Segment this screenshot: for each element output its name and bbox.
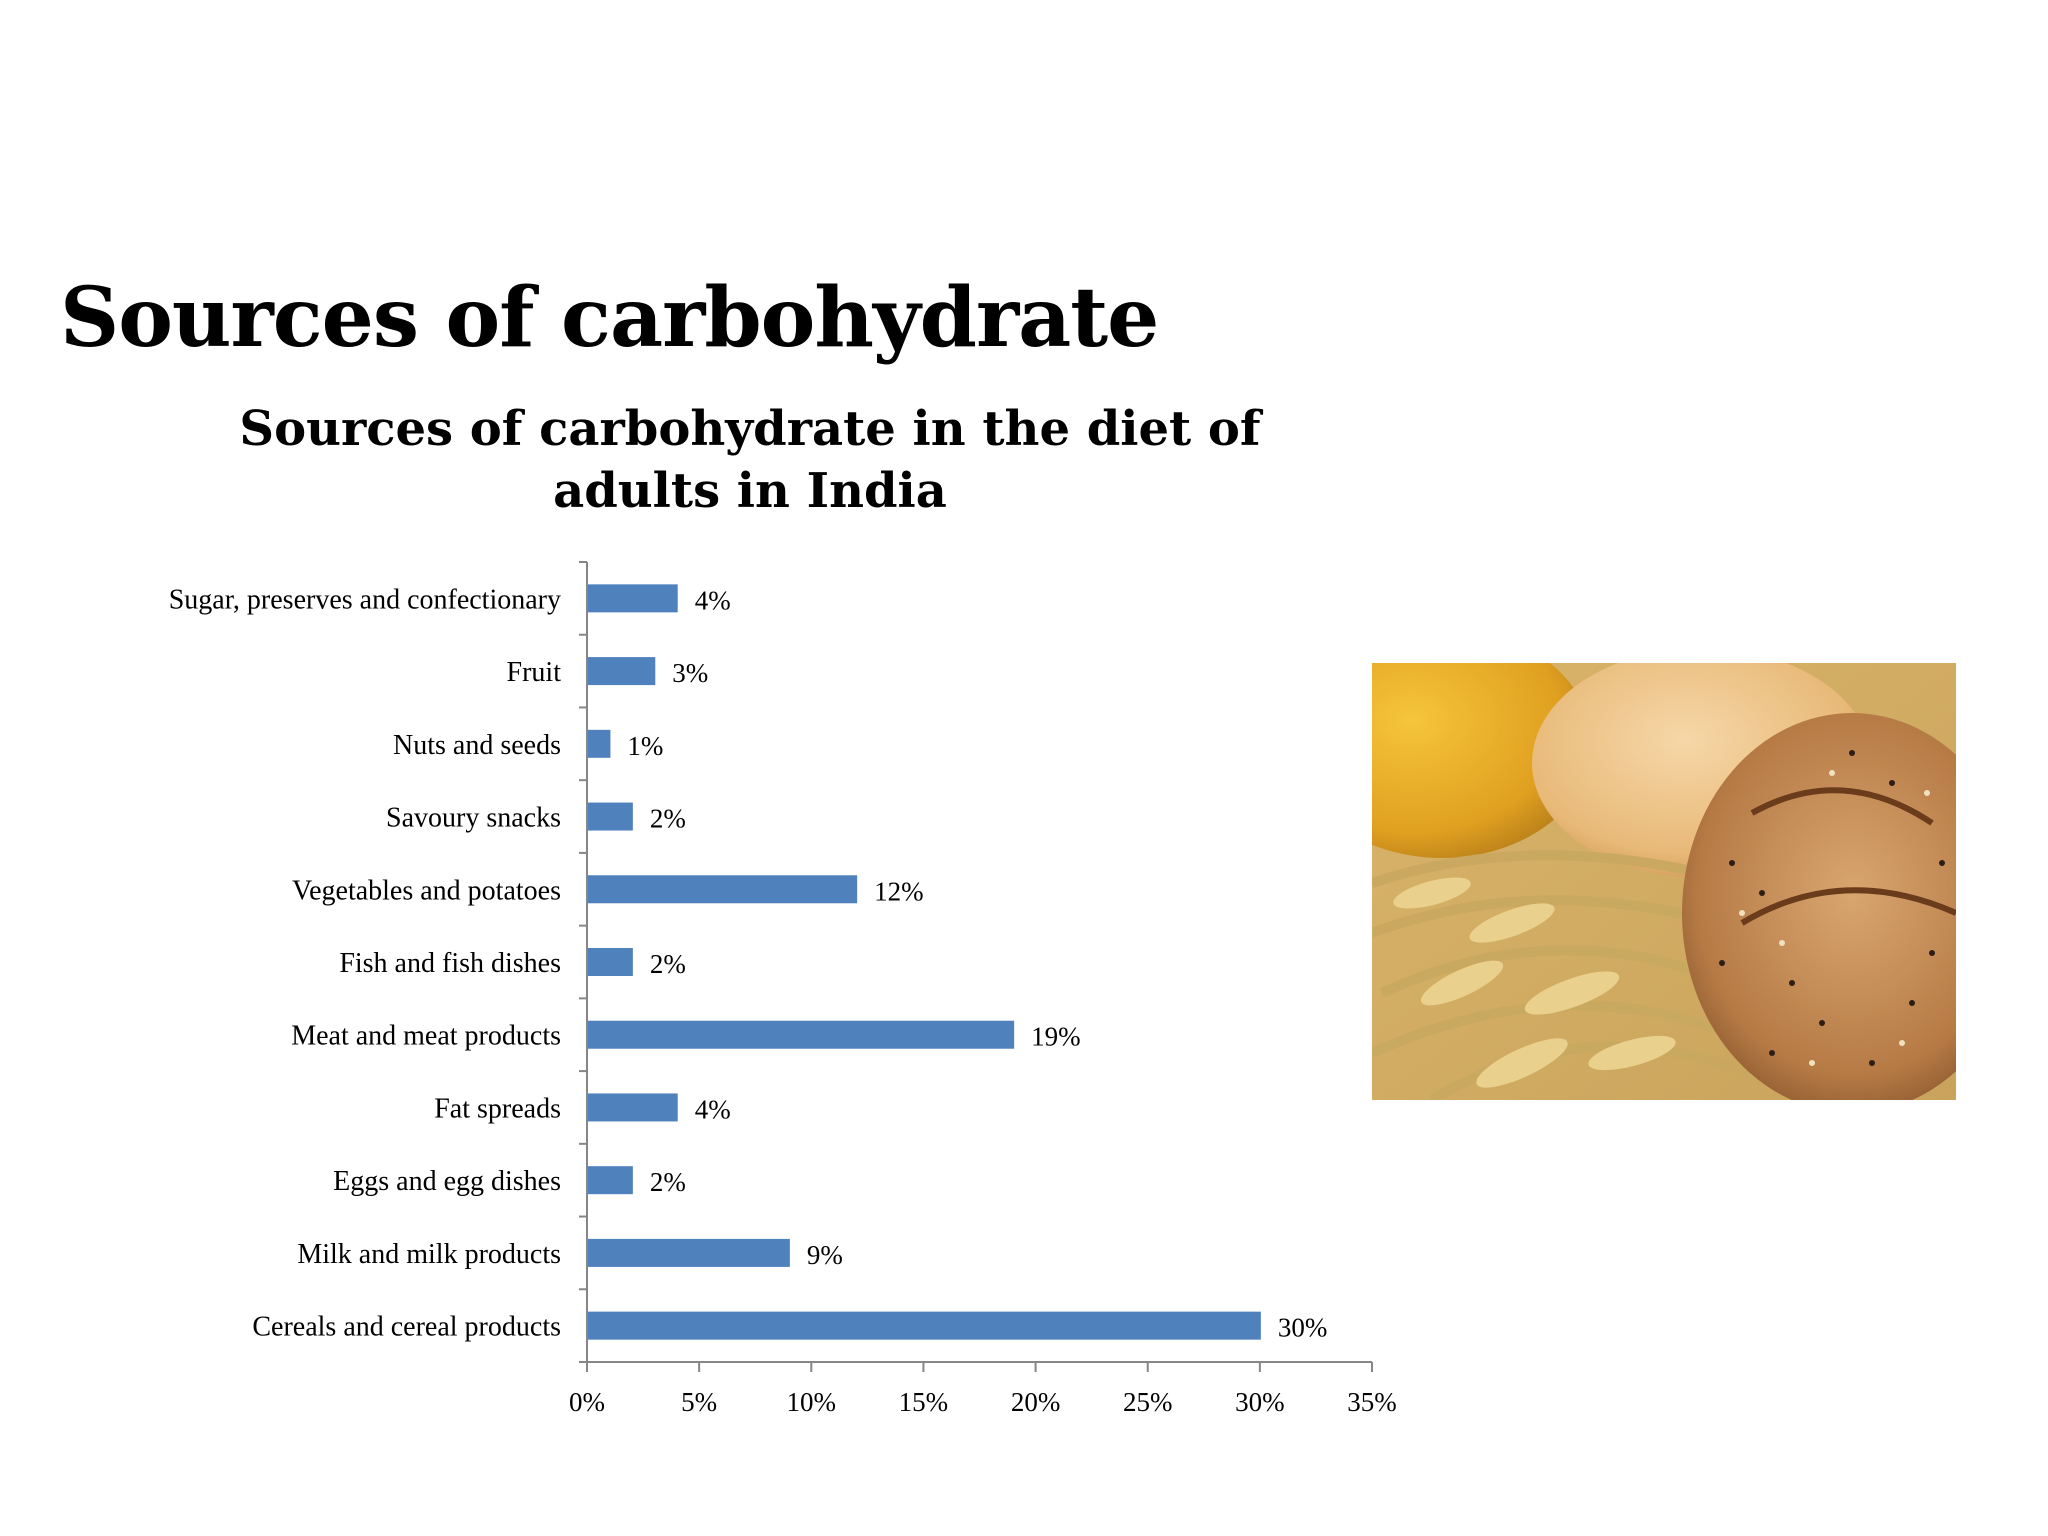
chart-title: Sources of carbohydrate in the diet of a… (239, 401, 1261, 519)
category-label: Sugar, preserves and confectionary (169, 584, 561, 615)
data-label: 4% (695, 585, 731, 615)
data-label: 4% (695, 1094, 731, 1124)
x-tick-label: 20% (1011, 1387, 1061, 1417)
bar (588, 948, 633, 976)
x-tick-label: 25% (1123, 1387, 1173, 1417)
bar (588, 1238, 790, 1267)
x-tick-label: 10% (787, 1387, 837, 1417)
bar (588, 875, 858, 904)
data-label: 2% (650, 1167, 686, 1197)
x-tick-label: 30% (1235, 1387, 1285, 1417)
bar (588, 1020, 1015, 1049)
bar (588, 584, 678, 613)
bar (588, 657, 656, 686)
data-label: 19% (1031, 1022, 1081, 1052)
x-tick-label: 35% (1347, 1387, 1397, 1417)
data-label: 2% (650, 804, 686, 834)
bar (588, 1093, 678, 1122)
category-label: Savoury snacks (386, 803, 561, 834)
bar (588, 1311, 1261, 1340)
bar (588, 802, 633, 831)
data-label: 12% (874, 876, 924, 906)
x-tick-label: 15% (899, 1387, 949, 1417)
category-label: Fat spreads (434, 1093, 561, 1124)
data-label: 1% (627, 731, 663, 761)
x-tick-label: 5% (681, 1387, 717, 1417)
data-label: 9% (807, 1240, 843, 1270)
category-label: Milk and milk products (297, 1239, 561, 1270)
data-label: 2% (650, 949, 686, 979)
category-label: Nuts and seeds (393, 730, 561, 761)
category-label: Cereals and cereal products (252, 1312, 561, 1343)
bar (588, 729, 611, 758)
category-label: Fruit (507, 657, 562, 688)
data-label: 3% (672, 658, 708, 688)
category-label: Fish and fish dishes (339, 948, 561, 979)
category-label: Vegetables and potatoes (292, 875, 561, 906)
x-tick-label: 0% (569, 1387, 605, 1417)
bar (588, 1166, 633, 1195)
slide-title: Sources of carbohydrate (60, 270, 1159, 366)
data-label: 30% (1278, 1313, 1328, 1343)
category-label: Eggs and egg dishes (333, 1166, 561, 1197)
bread-and-wheat-photo (1372, 663, 1956, 1100)
category-label: Meat and meat products (291, 1021, 561, 1052)
